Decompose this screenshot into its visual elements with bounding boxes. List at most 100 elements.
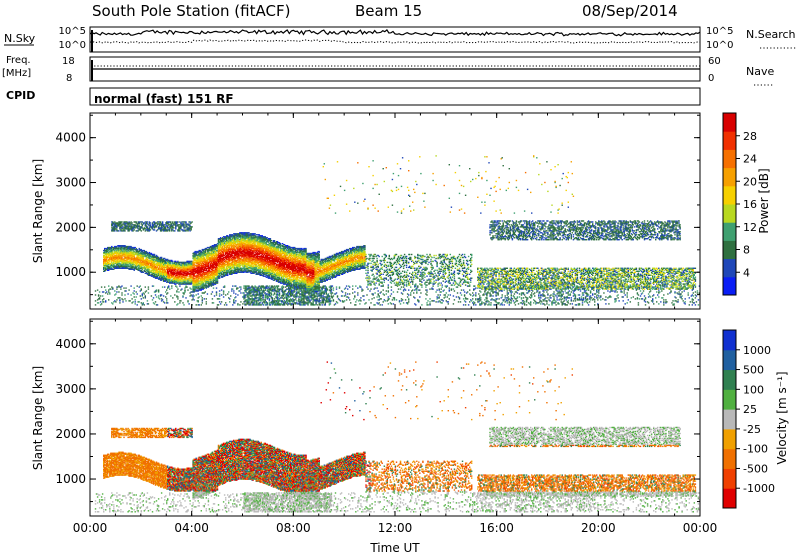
- heatmap-cell: [115, 301, 116, 302]
- heatmap-cell: [120, 288, 121, 289]
- heatmap-cell: [103, 291, 104, 292]
- heatmap-cell: [130, 285, 131, 286]
- heatmap-cell: [164, 286, 165, 287]
- heatmap-cell: [121, 292, 122, 293]
- nsky-tick-top: 10^5: [59, 26, 86, 37]
- heatmap-cell: [109, 292, 110, 293]
- heatmap-cell: [134, 229, 135, 230]
- heatmap-cell: [162, 221, 163, 222]
- heatmap-cell: [191, 221, 192, 222]
- freq-tick-top: 18: [62, 56, 75, 67]
- heatmap-cell: [226, 304, 227, 305]
- heatmap-cell: [237, 303, 238, 304]
- heatmap-cell: [160, 221, 161, 222]
- heatmap-cell: [121, 294, 122, 295]
- heatmap-cell: [159, 298, 160, 299]
- heatmap-cell: [166, 289, 167, 290]
- heatmap-cell: [112, 287, 113, 288]
- heatmap-cell: [240, 301, 241, 302]
- heatmap-cell: [221, 301, 222, 302]
- heatmap-cell: [165, 291, 166, 292]
- nsearch-line: [90, 40, 700, 43]
- heatmap-cell: [115, 293, 116, 294]
- heatmap-cell: [171, 285, 172, 286]
- heatmap-cell: [201, 304, 202, 305]
- heatmap-cell: [119, 297, 120, 298]
- heatmap-cell: [182, 295, 183, 296]
- heatmap-cell: [221, 294, 222, 295]
- heatmap-cell: [223, 296, 224, 297]
- heatmap-cell: [176, 290, 177, 291]
- heatmap-cell: [207, 293, 208, 294]
- heatmap-cell: [157, 304, 158, 305]
- heatmap-cell: [143, 302, 144, 303]
- heatmap-cell: [178, 291, 179, 292]
- heatmap-cell: [204, 298, 205, 299]
- nsky-line: [90, 30, 700, 36]
- heatmap-cell: [219, 298, 220, 299]
- heatmap-cell: [134, 293, 135, 294]
- heatmap-cell: [119, 299, 120, 300]
- power-heatmap: [95, 155, 700, 305]
- heatmap-cell: [150, 222, 151, 223]
- heatmap-cell: [136, 221, 137, 222]
- heatmap-cell: [158, 295, 159, 296]
- heatmap-cell: [103, 301, 104, 302]
- heatmap-cell: [137, 293, 138, 294]
- heatmap-cell: [181, 288, 182, 289]
- heatmap-cell: [127, 293, 128, 294]
- heatmap-cell: [168, 285, 169, 286]
- heatmap-cell: [130, 294, 131, 295]
- heatmap-cell: [162, 286, 163, 287]
- heatmap-cell: [219, 290, 220, 291]
- heatmap-cell: [95, 294, 96, 295]
- heatmap-cell: [240, 286, 241, 287]
- nsky-label: N.Sky: [4, 32, 36, 45]
- heatmap-cell: [98, 294, 99, 295]
- heatmap-cell: [237, 287, 238, 288]
- heatmap-cell: [166, 298, 167, 299]
- heatmap-cell: [162, 299, 163, 300]
- heatmap-cell: [216, 294, 217, 295]
- heatmap-cell: [196, 294, 197, 295]
- heatmap-cell: [232, 285, 233, 286]
- heatmap-cell: [137, 285, 138, 286]
- heatmap-cell: [156, 296, 157, 297]
- heatmap-cell: [170, 295, 171, 296]
- heatmap-cell: [124, 298, 125, 299]
- heatmap-cell: [154, 303, 155, 304]
- heatmap-cell: [148, 303, 149, 304]
- heatmap-cell: [198, 293, 199, 294]
- heatmap-cell: [191, 226, 192, 227]
- heatmap-cell: [124, 294, 125, 295]
- heatmap-cell: [221, 289, 222, 290]
- heatmap-cell: [235, 300, 236, 301]
- heatmap-cell: [141, 288, 142, 289]
- heatmap-cell: [229, 298, 230, 299]
- heatmap-cell: [239, 290, 240, 291]
- heatmap-cell: [114, 290, 115, 291]
- heatmap-cell: [134, 287, 135, 288]
- heatmap-cell: [235, 285, 236, 286]
- heatmap-cell: [137, 304, 138, 305]
- heatmap-cell: [99, 291, 100, 292]
- heatmap-cell: [121, 285, 122, 286]
- heatmap-cell: [199, 296, 200, 297]
- heatmap-cell: [172, 261, 173, 262]
- heatmap-cell: [108, 285, 109, 286]
- heatmap-cell: [143, 297, 144, 298]
- heatmap-cell: [248, 285, 249, 286]
- heatmap-cell: [172, 221, 173, 222]
- heatmap-cell: [233, 292, 234, 293]
- heatmap-cell: [213, 287, 214, 288]
- heatmap-cell: [107, 293, 108, 294]
- heatmap-cell: [229, 301, 230, 302]
- heatmap-cell: [177, 288, 178, 289]
- heatmap-cell: [172, 297, 173, 298]
- heatmap-cell: [234, 302, 235, 303]
- heatmap-cell: [185, 297, 186, 298]
- heatmap-cell: [228, 291, 229, 292]
- heatmap-cell: [153, 297, 154, 298]
- heatmap-cell: [196, 304, 197, 305]
- noise-lines: [90, 30, 700, 52]
